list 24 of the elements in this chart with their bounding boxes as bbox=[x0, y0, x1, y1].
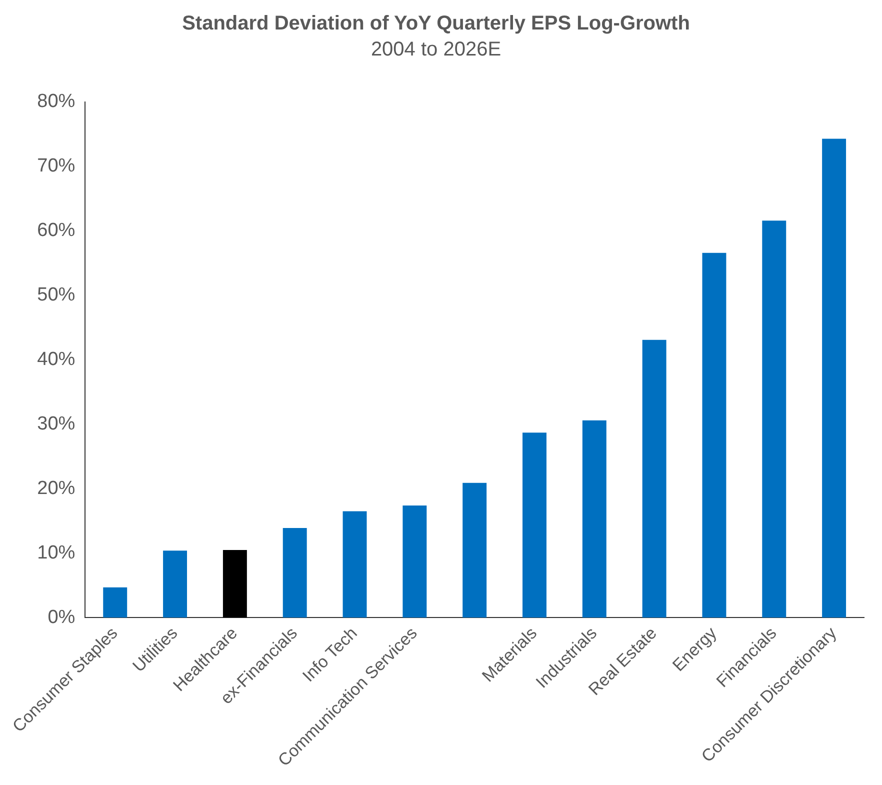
bar bbox=[822, 138, 846, 618]
chart-subtitle: 2004 to 2026E bbox=[370, 38, 502, 61]
y-tick-label: 30% bbox=[37, 414, 76, 435]
bar bbox=[282, 528, 307, 618]
y-tick-label: 10% bbox=[37, 542, 76, 564]
bar bbox=[642, 340, 666, 618]
bar bbox=[462, 482, 487, 618]
bar bbox=[582, 420, 606, 618]
bar bbox=[762, 220, 786, 618]
y-tick-label: 40% bbox=[37, 349, 76, 370]
bar bbox=[163, 550, 188, 618]
y-tick-label: 80% bbox=[37, 91, 76, 112]
bar bbox=[402, 505, 427, 618]
bar bbox=[702, 252, 726, 618]
y-tick-label: 60% bbox=[37, 220, 76, 242]
y-tick-label: 70% bbox=[37, 156, 76, 177]
bar bbox=[522, 432, 546, 618]
y-tick-label: 50% bbox=[37, 284, 76, 306]
bar bbox=[222, 550, 247, 618]
y-tick-label: 20% bbox=[37, 478, 76, 499]
chart-title: Standard Deviation of YoY Quarterly EPS Log-Growth bbox=[182, 12, 690, 35]
bar bbox=[103, 587, 128, 618]
y-tick-label: 0% bbox=[48, 606, 76, 628]
bar bbox=[342, 511, 367, 618]
